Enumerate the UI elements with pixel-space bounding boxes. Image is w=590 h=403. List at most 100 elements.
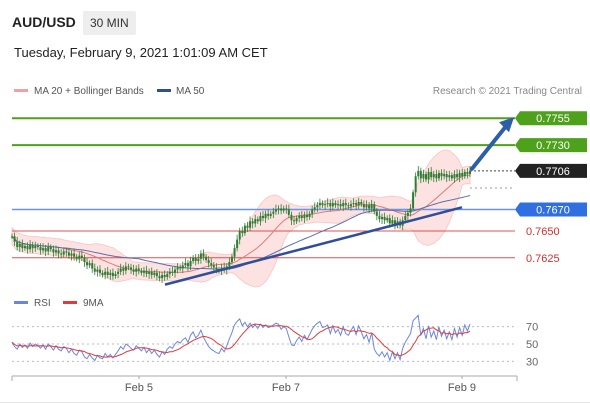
- candle-body: [49, 247, 52, 250]
- candle-body: [78, 255, 81, 259]
- candle-body: [293, 220, 296, 222]
- candle-body: [425, 174, 428, 180]
- candle-body: [386, 218, 389, 221]
- candle-body: [106, 271, 109, 275]
- candle-body: [393, 220, 396, 225]
- candle-body: [378, 215, 381, 220]
- candle-body: [339, 204, 342, 207]
- candle-body: [409, 208, 412, 213]
- candle-body: [36, 245, 39, 248]
- candle-body: [422, 174, 425, 179]
- timeframe-badge[interactable]: 30 MIN: [83, 11, 136, 35]
- candle-body: [318, 203, 321, 206]
- price-panel: 0.7755 0.7730 0.7706 0.7670 0.7650 0.7625: [11, 111, 587, 288]
- candle-body: [241, 230, 244, 234]
- candle-body: [130, 267, 133, 270]
- candle-body: [135, 268, 138, 272]
- candle-body: [212, 265, 215, 268]
- rsi-tick-label: 30: [526, 356, 538, 368]
- candle-body: [23, 245, 26, 249]
- candle-body: [181, 265, 184, 269]
- level-label-target1: 0.7730: [536, 140, 570, 152]
- candle-body: [57, 250, 60, 254]
- candle-body: [13, 236, 16, 242]
- candle-body: [404, 215, 407, 221]
- candle-body: [337, 204, 340, 206]
- candle-body: [368, 205, 371, 209]
- candle-body: [47, 247, 50, 252]
- candle-body: [305, 214, 308, 218]
- candle-body: [168, 271, 171, 274]
- candle-body: [189, 261, 192, 267]
- candle-body: [391, 220, 394, 224]
- candle-body: [158, 276, 161, 279]
- candle-body: [119, 268, 122, 272]
- candle-body: [11, 236, 13, 238]
- candle-body: [132, 269, 135, 272]
- candle-body: [313, 207, 316, 210]
- candle-body: [287, 209, 290, 215]
- candle-body: [440, 172, 443, 177]
- candle-body: [246, 225, 249, 228]
- candle-body: [34, 245, 37, 249]
- legend-label-9ma: 9MA: [83, 298, 104, 309]
- candle-body: [101, 272, 104, 275]
- rsi-line: [11, 314, 471, 363]
- candle-body: [31, 244, 34, 249]
- candle-body: [362, 204, 365, 208]
- candle-body: [80, 255, 83, 258]
- candle-body: [298, 215, 301, 219]
- legend-swatch-9ma: [63, 301, 77, 304]
- candle-body: [197, 258, 200, 262]
- candle-body: [450, 175, 453, 179]
- candle-body: [44, 248, 47, 252]
- projection-arrow-head: [499, 117, 514, 133]
- candle-body: [73, 253, 76, 257]
- level-tag-target2: [515, 111, 587, 126]
- candle-body: [285, 208, 288, 210]
- candle-body: [29, 244, 32, 250]
- candle-body: [311, 209, 314, 214]
- level-tag-target1: [515, 138, 587, 153]
- candle-body: [267, 213, 270, 216]
- candle-body: [215, 267, 218, 270]
- level-tag-current: [515, 163, 587, 178]
- candle-body: [277, 208, 280, 210]
- candle-body: [236, 239, 239, 249]
- candle-body: [176, 267, 179, 270]
- candle-body: [261, 215, 264, 219]
- candle-body: [145, 270, 148, 274]
- x-tick-label: Feb 9: [448, 382, 476, 394]
- candle-body: [16, 241, 19, 248]
- legend-swatch-rsi: [14, 301, 28, 304]
- rsi-panel: 30 50 70: [11, 314, 538, 368]
- legend-label-ma50: MA 50: [176, 86, 205, 97]
- candle-body: [256, 219, 259, 222]
- rsi-tick-label: 70: [526, 322, 538, 334]
- candle-body: [238, 230, 241, 240]
- projection-arrow-shaft: [470, 124, 508, 171]
- candle-body: [435, 174, 438, 179]
- candle-body: [249, 221, 252, 228]
- candle-body: [352, 203, 355, 205]
- candle-body: [331, 203, 334, 207]
- candle-body: [62, 251, 65, 255]
- bollinger-band: [11, 149, 471, 288]
- candle-body: [290, 214, 293, 221]
- candle-body: [194, 257, 197, 262]
- level-label-current: 0.7706: [536, 166, 570, 178]
- candle-body: [98, 269, 101, 273]
- level-label-support2: 0.7625: [526, 253, 560, 265]
- candle-body: [199, 253, 202, 259]
- candle-body: [344, 203, 347, 206]
- legend-label-ma20: MA 20 + Bollinger Bands: [34, 86, 144, 97]
- x-axis: Feb 5 Feb 7 Feb 9: [125, 376, 476, 394]
- candle-body: [93, 268, 96, 272]
- candle-body: [370, 204, 373, 209]
- candle-body: [166, 273, 169, 278]
- candle-body: [184, 263, 187, 266]
- level-tag-pivot: [515, 202, 587, 217]
- candle-body: [207, 259, 210, 264]
- rsi-ma-line: [11, 323, 471, 358]
